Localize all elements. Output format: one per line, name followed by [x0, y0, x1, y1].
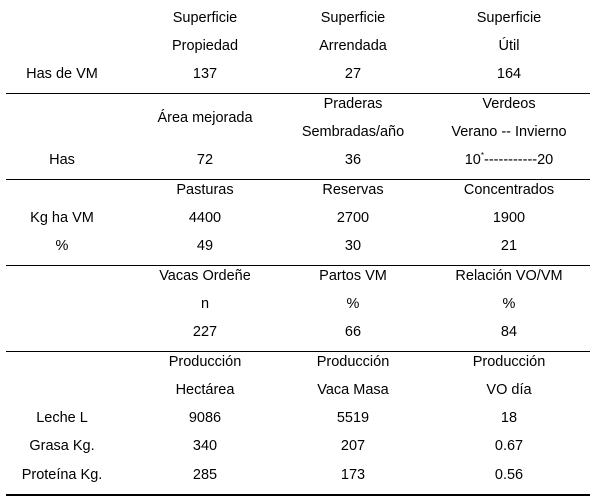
table-row: Superficie Superficie Superficie — [0, 4, 594, 32]
value-cell: 9086 — [188, 410, 222, 426]
verdeos-value-cell: 10*-----------20 — [464, 151, 554, 169]
section-divider — [6, 93, 590, 94]
header-cell: Arrendada — [319, 38, 387, 54]
table-row: % 49 30 21 — [0, 232, 594, 260]
row-label — [6, 290, 118, 318]
value-cell: 0.56 — [494, 467, 524, 483]
table-row: Has de VM 137 27 164 — [0, 60, 594, 88]
row-label: Has de VM — [26, 66, 98, 82]
value-cell: 5519 — [336, 410, 370, 426]
value-cell: 27 — [344, 66, 362, 82]
header-cell: Verdeos — [482, 96, 536, 112]
header-cell: Superficie — [172, 10, 238, 26]
unit-cell: % — [502, 296, 516, 312]
header-cell: Verano -- Invierno — [451, 124, 567, 140]
table-row: Leche L 9086 5519 18 — [0, 404, 594, 432]
value-cell: 84 — [500, 324, 518, 340]
header-cell: Superficie — [320, 10, 386, 26]
value-cell: 340 — [192, 438, 218, 454]
table-row: Área mejorada — [0, 104, 594, 132]
value-cell: 2700 — [336, 210, 370, 226]
value-cell: 66 — [344, 324, 362, 340]
table-row: Has 72 36 10*-----------20 — [0, 146, 594, 174]
value-cell: 4400 — [188, 210, 222, 226]
row-label — [6, 32, 118, 60]
header-cell: Partos VM — [319, 268, 387, 284]
header-cell: Vacas Ordeñe — [159, 268, 251, 284]
table-row: Hectárea Vaca Masa VO día — [0, 376, 594, 404]
header-cell: Producción — [316, 354, 390, 370]
table-row: Proteína Kg. 285 173 0.56 — [0, 461, 594, 489]
table-row: Propiedad Arrendada Útil — [0, 32, 594, 60]
table-row: Vacas Ordeñe Partos VM Relación VO/VM — [0, 262, 594, 290]
value-cell: 164 — [496, 66, 522, 82]
table-row: 227 66 84 — [0, 318, 594, 346]
row-label — [6, 376, 118, 404]
value-cell: 137 — [192, 66, 218, 82]
header-cell: Concentrados — [463, 182, 555, 198]
table-row: n % % — [0, 290, 594, 318]
table-row: Sembradas/año Verano -- Invierno — [0, 118, 594, 146]
row-label: % — [55, 238, 69, 254]
header-cell: Reservas — [322, 182, 384, 198]
header-cell: Sembradas/año — [301, 124, 405, 140]
row-label: Leche L — [36, 410, 88, 426]
unit-cell: n — [200, 296, 210, 312]
row-label — [6, 318, 118, 346]
value-cell: 285 — [192, 467, 218, 483]
row-label: Proteína Kg. — [21, 467, 103, 483]
value-cell: 30 — [344, 238, 362, 254]
header-cell: Vaca Masa — [317, 382, 389, 398]
value-cell: 207 — [340, 438, 366, 454]
value-cell: 18 — [500, 410, 518, 426]
table-row: Producción Producción Producción — [0, 348, 594, 376]
header-cell: Área mejorada — [157, 110, 253, 126]
unit-cell: % — [346, 296, 360, 312]
value-cell: 227 — [192, 324, 218, 340]
header-cell: Útil — [498, 38, 520, 54]
header-cell — [130, 118, 280, 146]
section-divider — [6, 351, 590, 352]
row-label — [6, 176, 118, 204]
row-label: Has — [49, 152, 75, 168]
value-cell: 72 — [196, 152, 214, 168]
section-divider — [6, 179, 590, 180]
value-cell: 21 — [500, 238, 518, 254]
row-label: Grasa Kg. — [29, 438, 95, 454]
table-row: Grasa Kg. 340 207 0.67 — [0, 432, 594, 460]
value-cell: 0.67 — [494, 438, 524, 454]
header-cell: Relación VO/VM — [455, 268, 563, 284]
table-bottom-border — [6, 494, 590, 496]
value-cell: 36 — [344, 152, 362, 168]
header-cell: Propiedad — [171, 38, 239, 54]
value-cell: 1900 — [492, 210, 526, 226]
header-cell: Praderas — [323, 96, 383, 112]
value-cell: 49 — [196, 238, 214, 254]
value-cell: 173 — [340, 467, 366, 483]
header-cell: Producción — [168, 354, 242, 370]
row-label — [6, 348, 118, 376]
asterisk-note: * — [480, 151, 484, 160]
header-cell: Producción — [472, 354, 546, 370]
table-row: Praderas Verdeos — [0, 90, 594, 118]
section-divider — [6, 265, 590, 266]
row-label: Kg ha VM — [30, 210, 94, 226]
table-row: Kg ha VM 4400 2700 1900 — [0, 204, 594, 232]
table-row: Pasturas Reservas Concentrados — [0, 176, 594, 204]
header-cell: Pasturas — [176, 182, 234, 198]
header-cell: VO día — [486, 382, 532, 398]
row-label — [6, 4, 118, 32]
header-cell: Superficie — [476, 10, 542, 26]
header-cell: Hectárea — [175, 382, 235, 398]
row-label — [6, 118, 118, 146]
row-label — [6, 262, 118, 290]
